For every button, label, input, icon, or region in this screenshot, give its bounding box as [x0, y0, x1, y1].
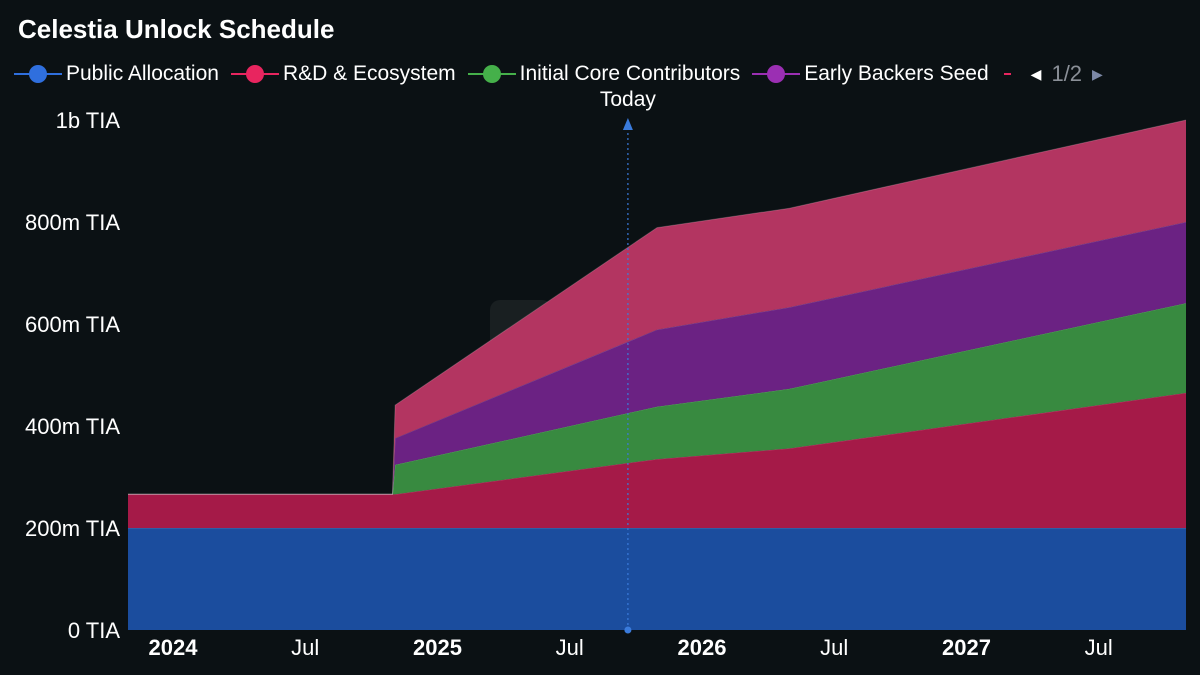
x-tick-label: Jul: [820, 635, 848, 660]
x-tick-label: Jul: [291, 635, 319, 660]
pager-page-text: 1/2: [1051, 61, 1083, 86]
area-public-allocation[interactable]: [128, 528, 1186, 630]
legend-label: R&D & Ecosystem: [282, 62, 456, 85]
legend-marker-icon: [752, 64, 801, 84]
pager-prev-icon[interactable]: ◀: [1030, 65, 1042, 82]
legend-item-initial-core-contributors[interactable]: Initial Core Contributors: [467, 62, 741, 86]
legend-pager: ◀ 1/2 ▶: [1025, 61, 1109, 87]
today-marker: Today: [600, 88, 657, 634]
x-tick-label: Jul: [1085, 635, 1113, 660]
legend-marker-icon: [230, 64, 279, 84]
legend-item-rd-ecosystem[interactable]: R&D & Ecosystem: [230, 62, 456, 86]
pager-next-icon[interactable]: ▶: [1092, 65, 1103, 82]
legend-marker-icon: [467, 64, 516, 84]
area-initial-core-contributors[interactable]: [128, 303, 1186, 495]
y-tick-label: 0 TIA: [68, 618, 121, 643]
legend: Public Allocation R&D & Ecosystem Initia…: [14, 60, 1109, 88]
today-arrow-icon: [622, 118, 633, 130]
area-r-d-ecosystem[interactable]: [128, 392, 1186, 528]
legend-label: Initial Core Contributors: [519, 62, 741, 85]
y-tick-label: 600m TIA: [25, 312, 120, 337]
y-tick-label: 1b TIA: [56, 108, 121, 133]
area-edge-r-d-ecosystem: [128, 392, 1187, 495]
legend-truncated-marker-icon[interactable]: [1001, 64, 1017, 84]
today-label: Today: [600, 88, 657, 111]
legend-marker-icon: [14, 64, 62, 84]
legend-item-early-backers-seed[interactable]: Early Backers Seed: [752, 62, 989, 86]
x-tick-label: 2024: [148, 635, 198, 660]
x-tick-label: 2026: [677, 635, 726, 660]
y-axis: 0 TIA 200m TIA 400m TIA 600m TIA 800m TIA 1b …: [25, 108, 120, 643]
y-tick-label: 800m TIA: [25, 210, 120, 235]
x-tick-label: 2027: [942, 635, 991, 660]
legend-item-public-allocation[interactable]: Public Allocation: [14, 62, 219, 86]
stacked-areas: [128, 119, 1187, 630]
x-tick-label: Jul: [556, 635, 584, 660]
area-series-a-b[interactable]: [128, 120, 1186, 495]
x-tick-label: 2025: [413, 635, 462, 660]
chart-title: Celestia Unlock Schedule: [18, 14, 335, 44]
y-tick-label: 400m TIA: [25, 414, 120, 439]
today-dot-icon: [624, 626, 632, 634]
legend-label: Early Backers Seed: [804, 62, 989, 85]
y-tick-label: 200m TIA: [25, 516, 120, 541]
area-early-backers-seed[interactable]: [128, 222, 1186, 495]
area-edge-series-a-b: [128, 119, 1187, 495]
x-axis: 2024 Jul 2025 Jul 2026 Jul 2027 Jul: [148, 635, 1112, 660]
area-edge-initial-core-contributors: [128, 302, 1187, 495]
legend-label: Public Allocation: [66, 62, 219, 85]
